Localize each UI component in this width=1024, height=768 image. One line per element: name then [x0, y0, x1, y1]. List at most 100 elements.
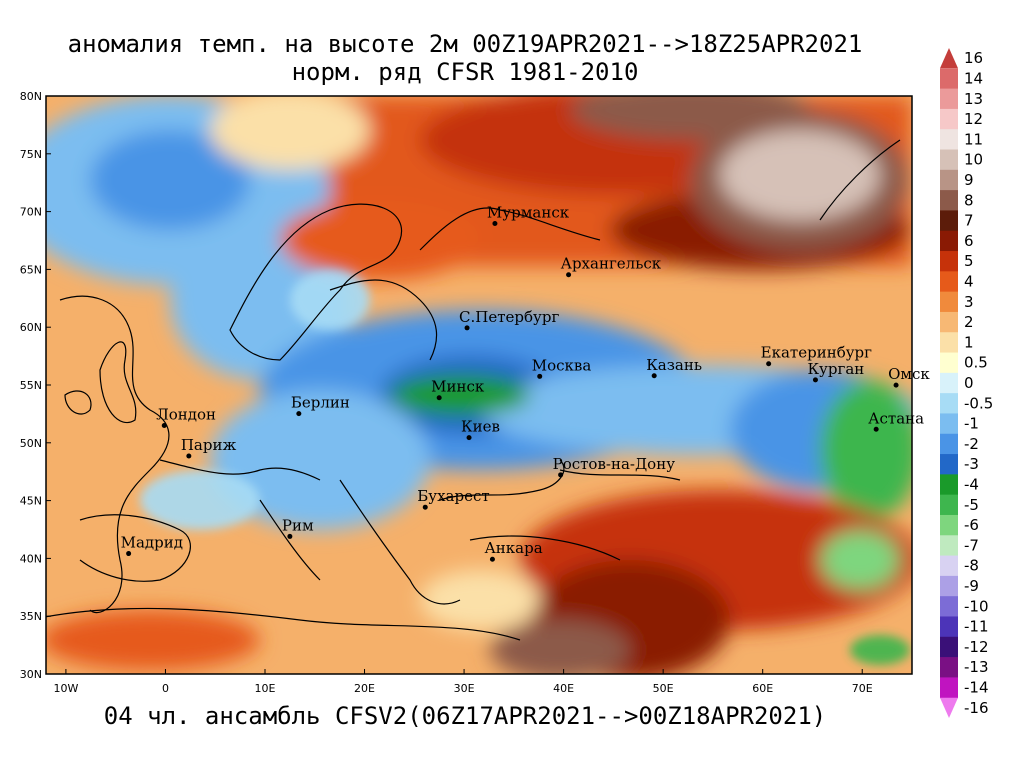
colorbar-swatch	[940, 48, 958, 69]
colorbar-swatch	[940, 129, 958, 151]
colorbar-label: 10	[964, 151, 983, 169]
colorbar-label: -1	[964, 415, 979, 433]
colorbar-swatch	[940, 291, 958, 313]
colorbar-swatch	[940, 210, 958, 232]
colorbar-label: -11	[964, 618, 989, 636]
colorbar-swatch	[940, 657, 958, 678]
colorbar-label: 2	[964, 313, 974, 331]
colorbar: 16 14 13 12 11 10 9 8 7 6 5 4 3 2 1 0.5 0 -0.5 -1 -2 -3 -4 -5 -…	[940, 48, 993, 718]
city-dot	[558, 472, 564, 478]
city-dot	[422, 504, 428, 510]
colorbar-label: 3	[964, 293, 974, 311]
colorbar-label: -10	[964, 597, 989, 615]
city-dot	[537, 373, 543, 379]
city-dot	[566, 272, 572, 278]
colorbar-swatch	[940, 169, 958, 191]
colorbar-label: 7	[964, 212, 974, 230]
colorbar-swatch	[940, 494, 958, 516]
city-label: С.Петербург	[459, 308, 559, 326]
colorbar-swatch	[940, 190, 958, 211]
colorbar-swatch	[940, 271, 958, 293]
city-markers: Мурманск Архангельск С.Петербург Москва Каза…	[121, 204, 930, 562]
city-dot	[436, 395, 442, 401]
city-label: Анкара	[484, 539, 542, 557]
colorbar-label: -3	[964, 455, 979, 473]
city-dot	[464, 325, 470, 331]
city-dot	[126, 551, 132, 557]
colorbar-label: -13	[964, 658, 989, 676]
colorbar-label: 4	[964, 272, 974, 290]
city-dot	[812, 377, 818, 383]
city-dot	[296, 411, 302, 417]
lat-tick-label: 45N	[20, 495, 42, 508]
lat-tick-label: 35N	[20, 610, 42, 623]
lon-tick-label: 50E	[653, 682, 674, 695]
colorbar-label: 13	[964, 90, 983, 108]
colorbar-label: 16	[964, 49, 983, 67]
city-label: Екатеринбург	[761, 344, 872, 362]
colorbar-label: 6	[964, 232, 974, 250]
lat-tick-label: 70N	[20, 206, 42, 219]
colorbar-label: 12	[964, 110, 983, 128]
lat-tick-label: 80N	[20, 90, 42, 103]
lon-tick-label: 0	[162, 682, 169, 695]
colorbar-swatch	[940, 332, 958, 354]
colorbar-label: 14	[964, 69, 983, 87]
anomaly-field	[46, 96, 912, 674]
city-label: Архангельск	[561, 255, 662, 273]
colorbar-label: -6	[964, 516, 979, 534]
colorbar-swatch	[940, 352, 958, 374]
colorbar-label: -0.5	[964, 394, 993, 412]
city-label: Берлин	[291, 394, 350, 412]
lon-tick-label: 40E	[553, 682, 574, 695]
city-dot	[651, 373, 657, 379]
city-label: Мурманск	[487, 204, 570, 222]
colorbar-label: -12	[964, 638, 989, 656]
colorbar-swatch	[940, 433, 958, 455]
city-dot	[492, 221, 498, 227]
lon-tick-label: 10W	[53, 682, 78, 695]
colorbar-swatch	[940, 230, 958, 252]
colorbar-swatch	[940, 68, 958, 90]
city-label: Омск	[888, 365, 930, 383]
city-label: Москва	[532, 356, 592, 374]
colorbar-label: -8	[964, 557, 979, 575]
colorbar-swatch	[940, 311, 958, 333]
city-dot	[466, 435, 472, 441]
colorbar-swatch	[940, 372, 958, 394]
colorbar-label: 0.5	[964, 354, 988, 372]
city-label: Париж	[181, 436, 237, 454]
city-dot	[489, 556, 495, 562]
colorbar-swatch	[940, 251, 958, 272]
colorbar-label: -9	[964, 577, 979, 595]
colorbar-label: -2	[964, 435, 979, 453]
colorbar-label: 11	[964, 130, 983, 148]
colorbar-swatch	[940, 575, 958, 597]
colorbar-swatch	[940, 596, 958, 617]
colorbar-label: -7	[964, 536, 979, 554]
colorbar-swatch	[940, 88, 958, 110]
city-label: Бухарест	[417, 487, 489, 505]
colorbar-swatch	[940, 108, 958, 130]
lat-tick-label: 30N	[20, 668, 42, 681]
colorbar-label: 9	[964, 171, 974, 189]
colorbar-swatch	[940, 697, 958, 718]
colorbar-label: 1	[964, 333, 974, 351]
colorbar-label: 0	[964, 374, 974, 392]
colorbar-label: 8	[964, 191, 974, 209]
city-label: Казань	[646, 356, 702, 374]
city-label: Минск	[431, 378, 485, 396]
city-label: Киев	[461, 418, 500, 436]
lon-tick-label: 10E	[255, 682, 276, 695]
city-dot	[893, 382, 899, 388]
lat-tick-label: 75N	[20, 148, 42, 161]
lat-tick-label: 65N	[20, 263, 42, 276]
city-dot	[186, 453, 192, 459]
city-label: Мадрид	[121, 534, 183, 552]
city-dot	[161, 422, 167, 428]
city-label: Лондон	[156, 405, 216, 423]
map-title-line2: норм. ряд CFSR 1981-2010	[291, 58, 639, 86]
lon-tick-label: 20E	[354, 682, 375, 695]
city-label: Курган	[807, 360, 864, 378]
colorbar-swatch	[940, 535, 958, 557]
